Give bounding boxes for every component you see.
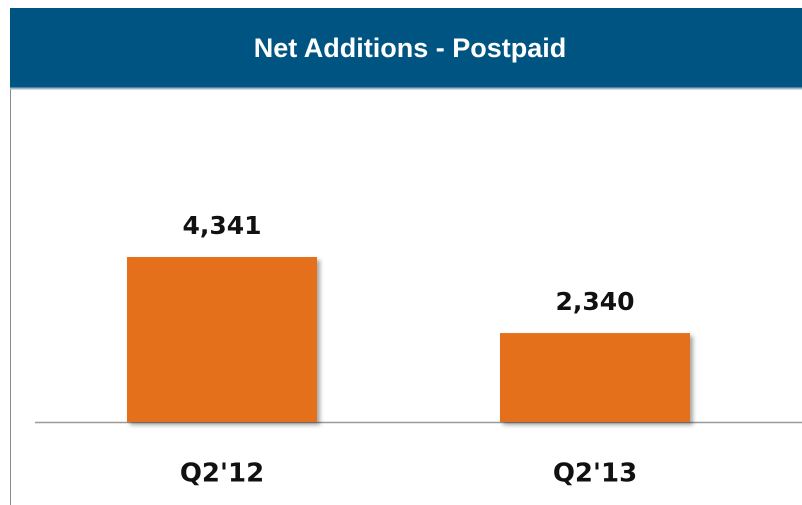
bar	[127, 257, 317, 422]
bar	[500, 333, 690, 422]
value-label: 4,341	[182, 211, 261, 240]
value-label: 2,340	[555, 287, 634, 316]
chart-title: Net Additions - Postpaid	[254, 33, 567, 63]
x-tick-label: Q2'13	[553, 459, 637, 489]
x-tick-label: Q2'12	[180, 459, 264, 489]
header	[10, 8, 802, 88]
